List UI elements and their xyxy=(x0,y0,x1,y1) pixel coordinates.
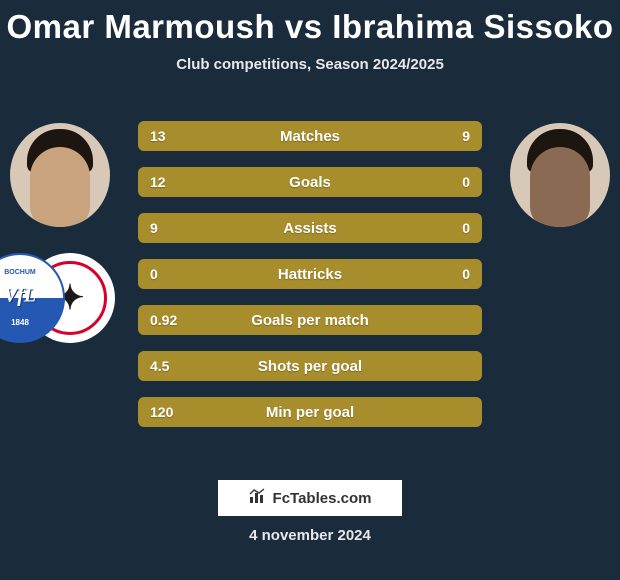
stat-row: 0.92 Goals per match xyxy=(138,305,482,335)
bochum-year: 1848 xyxy=(11,318,29,327)
player-photo-right xyxy=(510,123,610,227)
bochum-top-text: BOCHUM xyxy=(4,269,36,276)
stat-label: Goals per match xyxy=(251,312,369,329)
site-name: FcTables.com xyxy=(273,490,372,507)
chart-icon xyxy=(249,488,267,509)
stat-bars: 13 Matches 9 12 Goals 0 9 Assists 0 0 Ha… xyxy=(138,121,482,443)
stat-row: 9 Assists 0 xyxy=(138,213,482,243)
stat-row: 120 Min per goal xyxy=(138,397,482,427)
stat-value-left: 120 xyxy=(150,404,173,420)
stat-value-left: 0.92 xyxy=(150,312,177,328)
stat-row: 12 Goals 0 xyxy=(138,167,482,197)
stat-label: Assists xyxy=(283,220,336,237)
player-photo-left xyxy=(10,123,110,227)
stat-label: Min per goal xyxy=(266,404,354,421)
stat-value-left: 4.5 xyxy=(150,358,169,374)
comparison-area: ✦ BOCHUM VfL 1848 13 Matches 9 12 Goals … xyxy=(0,93,620,513)
subtitle: Club competitions, Season 2024/2025 xyxy=(0,56,620,73)
page-title: Omar Marmoush vs Ibrahima Sissoko xyxy=(0,0,620,46)
stat-value-left: 13 xyxy=(150,128,166,144)
stat-value-right: 0 xyxy=(462,220,470,236)
bochum-script: VfL xyxy=(4,285,36,308)
stat-label: Goals xyxy=(289,174,331,191)
stat-label: Shots per goal xyxy=(258,358,362,375)
stat-row: 13 Matches 9 xyxy=(138,121,482,151)
stat-row: 4.5 Shots per goal xyxy=(138,351,482,381)
stat-value-right: 0 xyxy=(462,174,470,190)
stat-label: Hattricks xyxy=(278,266,342,283)
date: 4 november 2024 xyxy=(0,527,620,544)
stat-value-right: 9 xyxy=(462,128,470,144)
site-attribution: FcTables.com xyxy=(218,480,402,516)
stat-value-left: 0 xyxy=(150,266,158,282)
stat-row: 0 Hattricks 0 xyxy=(138,259,482,289)
stat-value-left: 9 xyxy=(150,220,158,236)
stat-value-right: 0 xyxy=(462,266,470,282)
stat-value-left: 12 xyxy=(150,174,166,190)
stat-label: Matches xyxy=(280,128,340,145)
